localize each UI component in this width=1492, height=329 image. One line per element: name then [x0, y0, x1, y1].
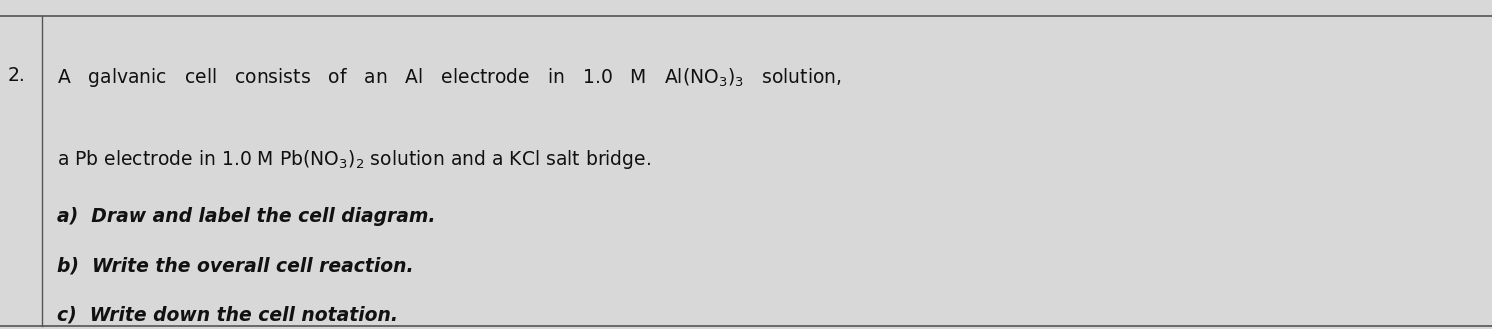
Text: b)  Write the overall cell reaction.: b) Write the overall cell reaction. — [57, 257, 413, 276]
Text: a Pb electrode in 1.0 M Pb(NO$_3$)$_2$ solution and a KCl salt bridge.: a Pb electrode in 1.0 M Pb(NO$_3$)$_2$ s… — [57, 148, 651, 171]
Text: c)  Write down the cell notation.: c) Write down the cell notation. — [57, 306, 398, 325]
Text: a)  Draw and label the cell diagram.: a) Draw and label the cell diagram. — [57, 207, 436, 226]
Text: A   galvanic   cell   consists   of   an   Al   electrode   in   1.0   M   Al(NO: A galvanic cell consists of an Al electr… — [57, 66, 841, 89]
Text: 2.: 2. — [7, 66, 25, 85]
